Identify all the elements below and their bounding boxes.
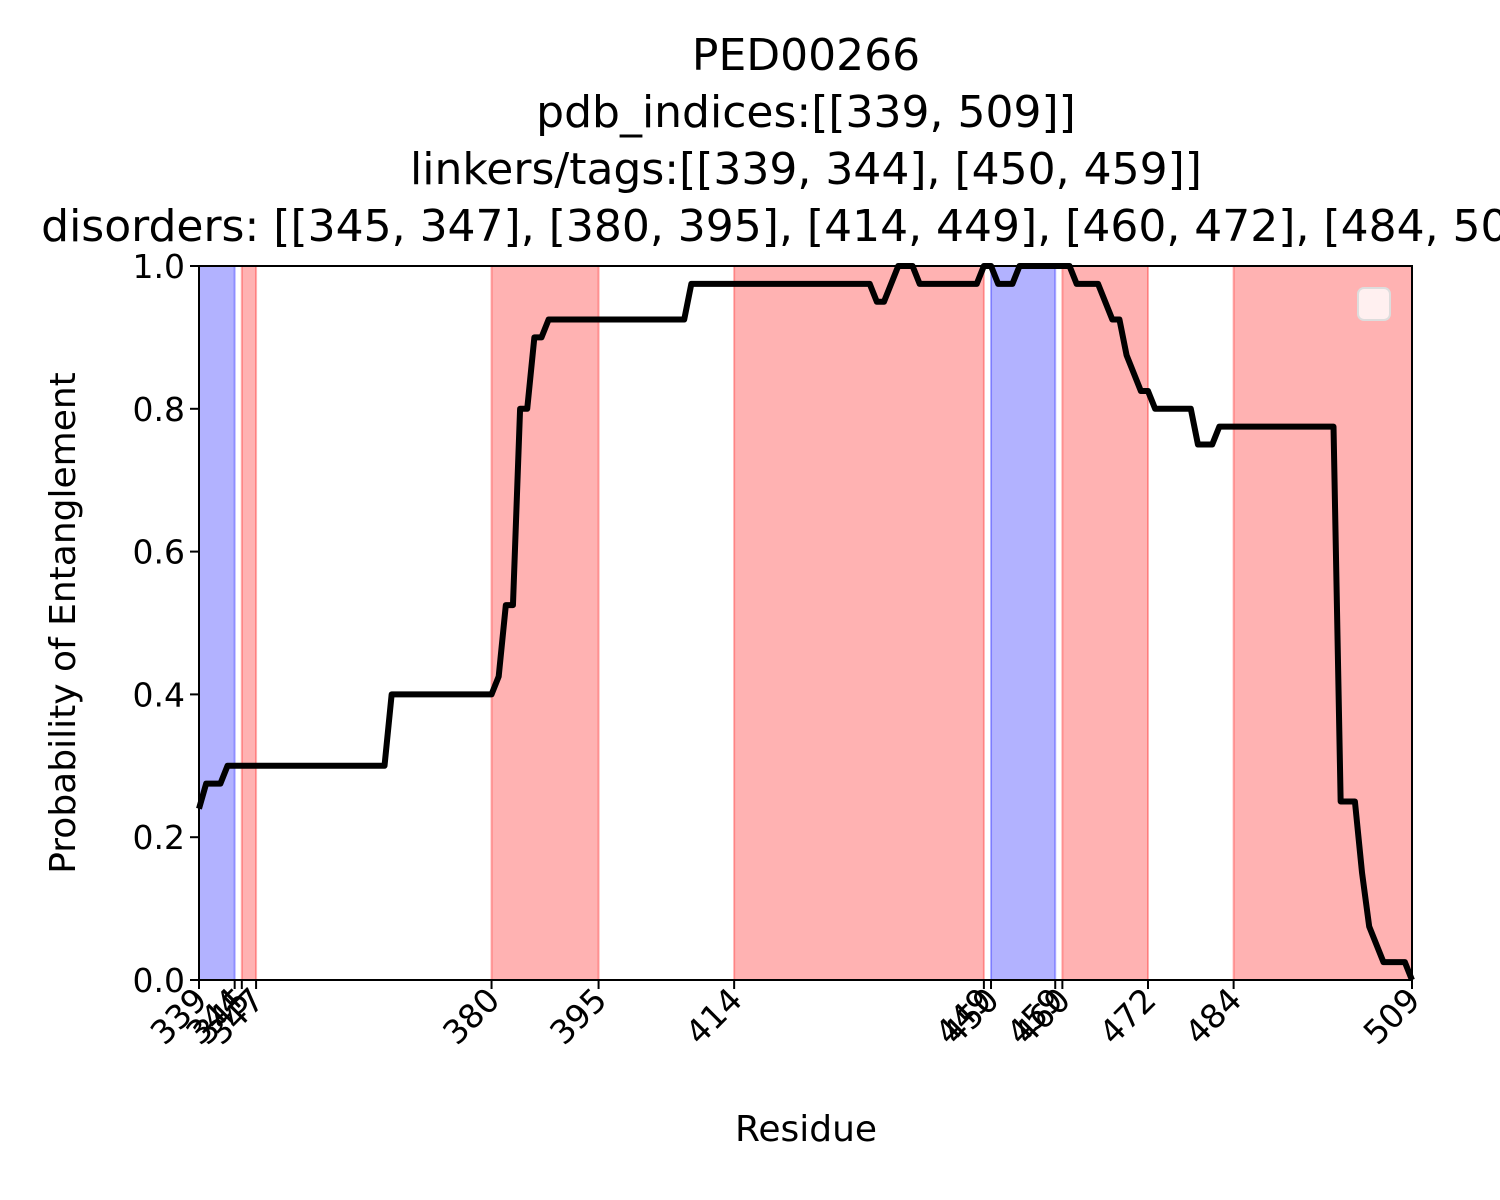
- x-tick-label: 484: [1177, 980, 1249, 1052]
- y-tick-label: 1.0: [133, 247, 185, 286]
- chart-title: PED00266: [692, 30, 920, 81]
- disorder-span: [733, 265, 985, 981]
- disorder-span: [240, 265, 258, 981]
- linker-span: [990, 265, 1057, 981]
- y-axis-label: Probability of Entanglement: [43, 372, 84, 874]
- x-axis-label: Residue: [735, 1109, 877, 1150]
- chart-title: disorders: [[345, 347], [380, 395], [414…: [41, 201, 1500, 252]
- plot-frame: [198, 265, 1413, 981]
- y-tick-label: 0.4: [133, 675, 185, 714]
- disorder-span: [1061, 265, 1149, 981]
- chart-title: pdb_indices:[[339, 509]]: [536, 87, 1076, 138]
- y-tick-label: 0.2: [133, 818, 185, 857]
- y-tick-label: 0.8: [133, 390, 185, 429]
- x-tick-label: 380: [435, 980, 507, 1052]
- y-tick-label: 0.0: [133, 961, 185, 1000]
- x-tick-label: 414: [678, 980, 750, 1052]
- disorder-span: [1232, 265, 1414, 981]
- disorder-span: [490, 265, 600, 981]
- y-tick-label: 0.6: [133, 533, 185, 572]
- linker-span: [198, 265, 236, 981]
- x-tick-label: 509: [1356, 980, 1428, 1052]
- chart-title: linkers/tags:[[339, 344], [450, 459]]: [410, 144, 1202, 195]
- legend-box: [1357, 287, 1391, 321]
- x-tick-label: 472: [1092, 980, 1164, 1052]
- x-tick-label: 395: [542, 980, 614, 1052]
